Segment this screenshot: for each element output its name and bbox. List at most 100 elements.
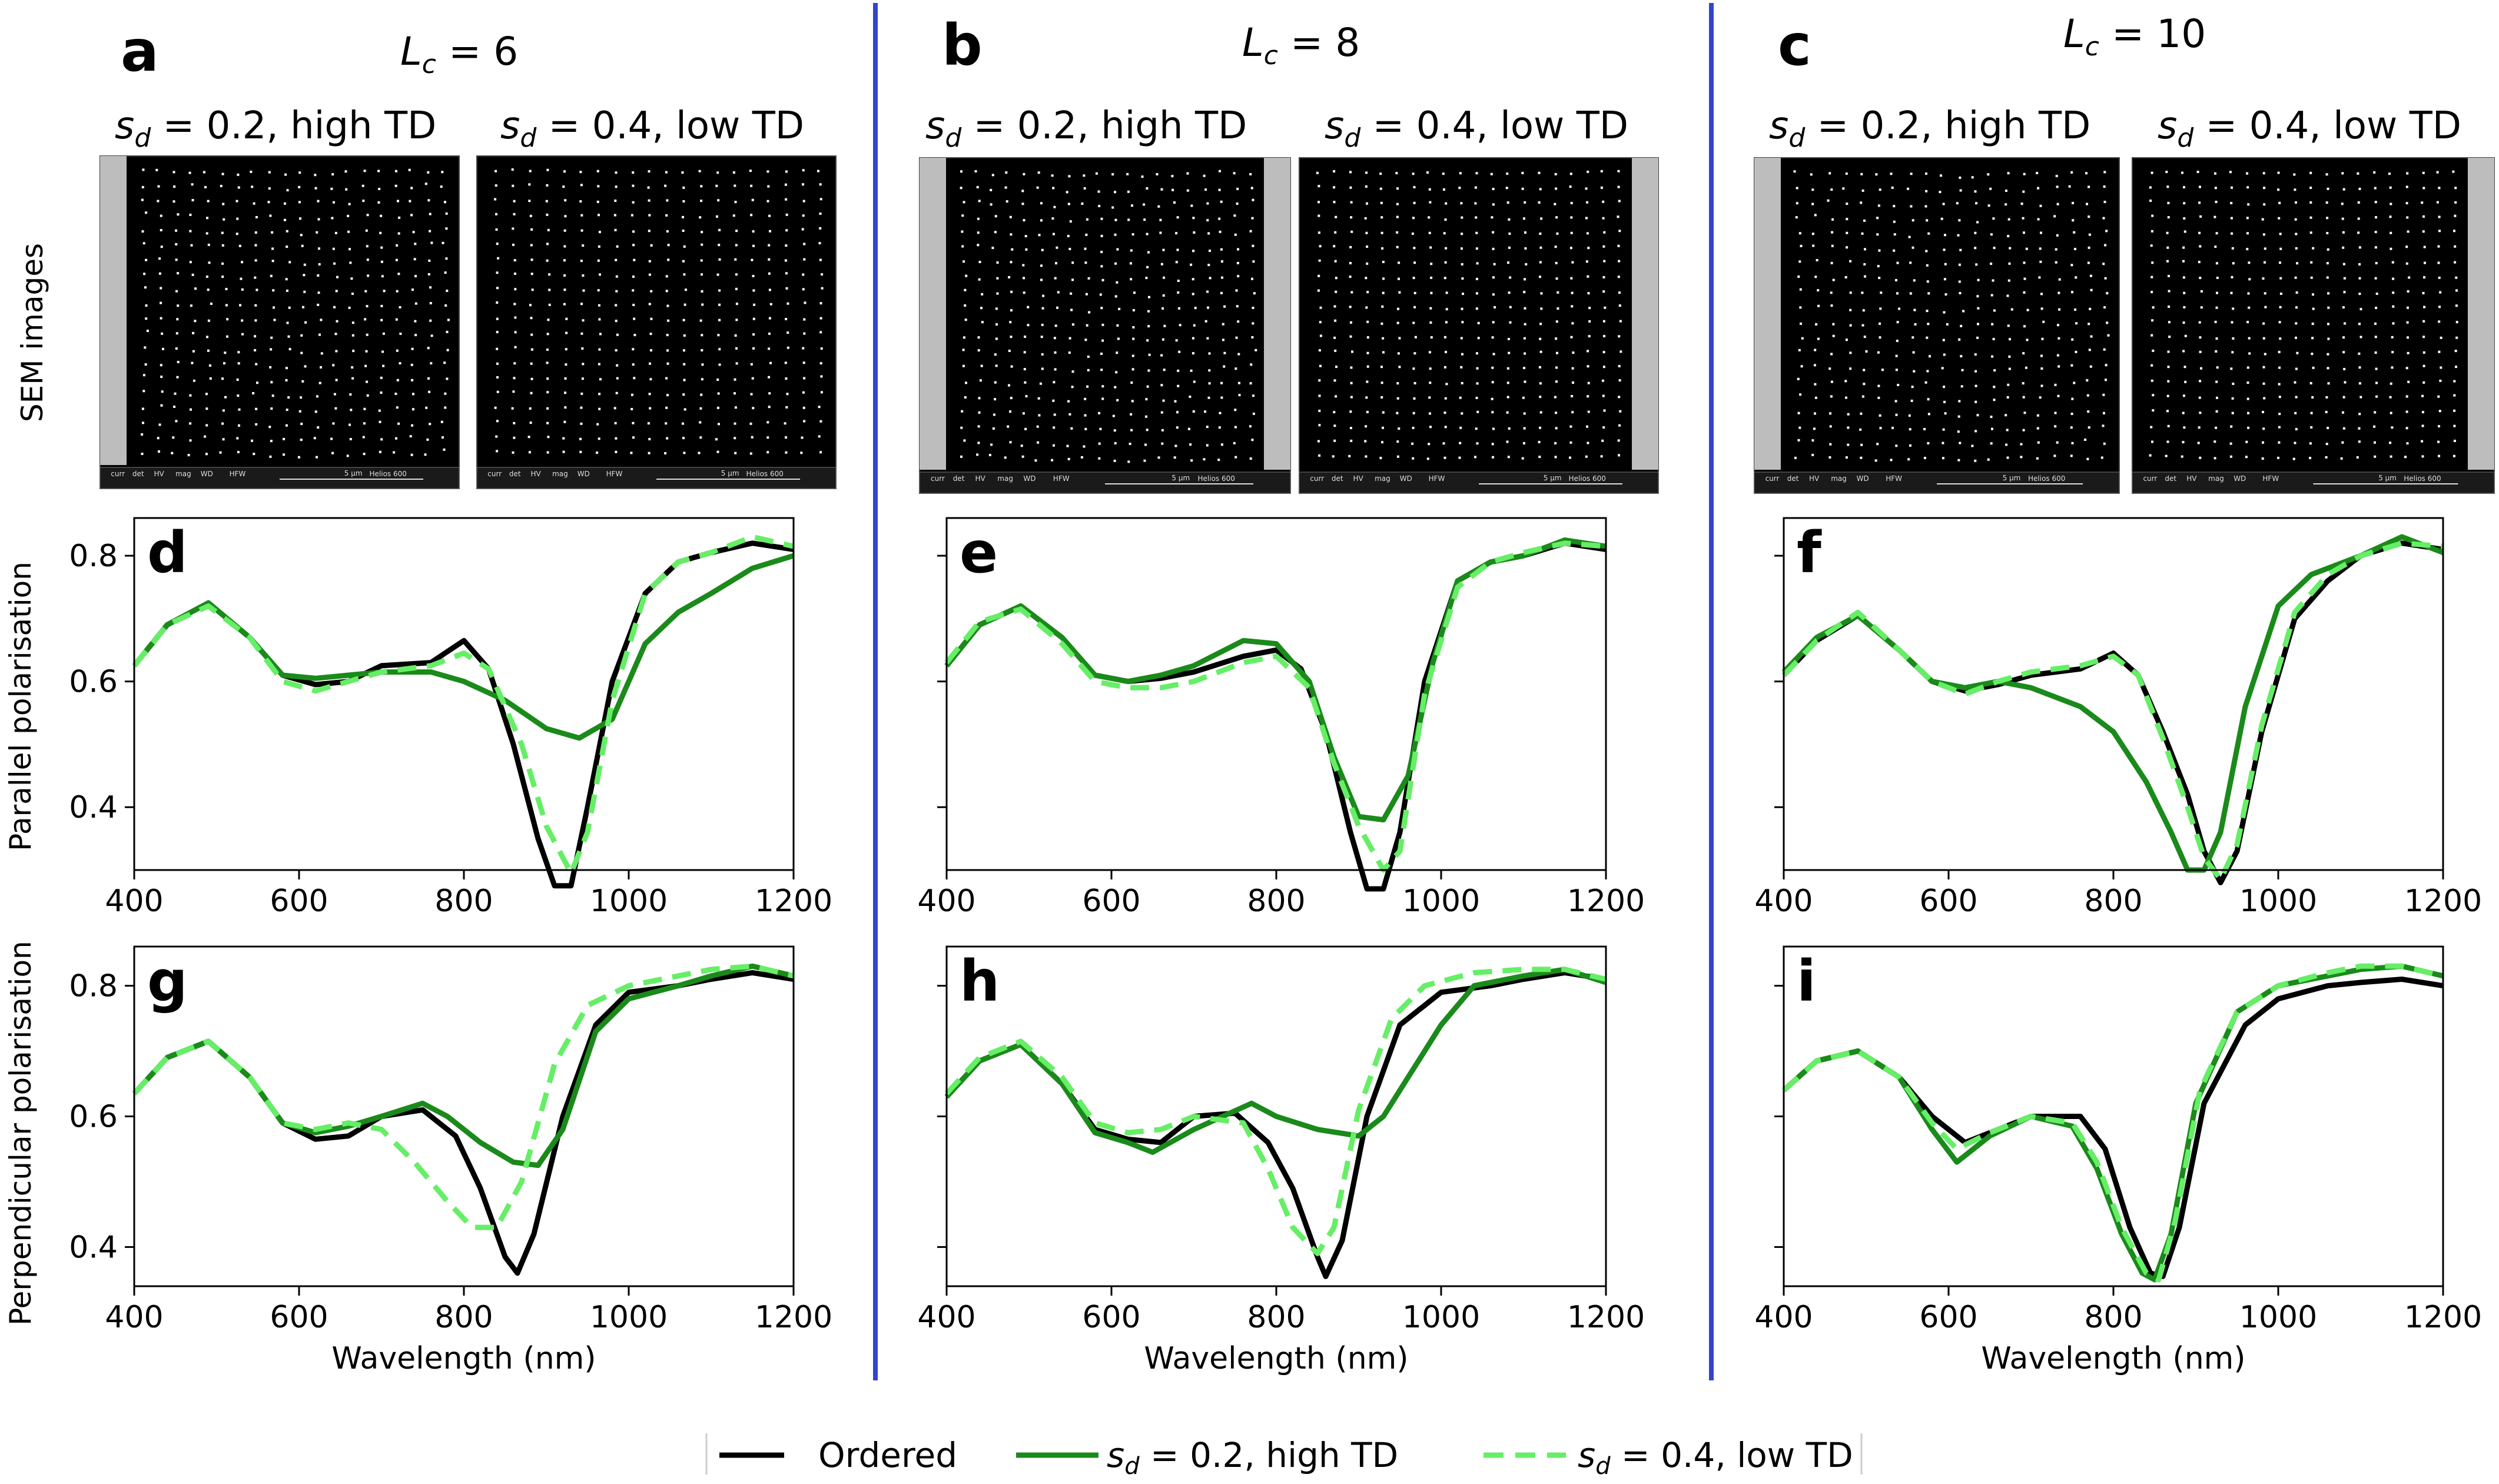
series-line-high-td	[944, 537, 1607, 823]
y-tick-label: 0.6	[69, 665, 118, 700]
sem-info-cell: HFW	[1053, 474, 1070, 483]
lc-label-b: Lc = 8	[1242, 20, 1360, 71]
sem-info-bar	[919, 472, 1291, 494]
sem-title-a-1: sd = 0.2, high TD	[115, 104, 436, 153]
sem-info-bar	[1299, 472, 1659, 494]
lc-value: = 8	[1278, 20, 1360, 65]
x-tick-label: 1000	[1402, 1300, 1480, 1335]
sem-info-cell: curr	[111, 470, 125, 478]
legend-low-td-sub: d	[1595, 1453, 1611, 1480]
sem-title-s: s	[500, 104, 520, 148]
x-tick-label: 1000	[2239, 1300, 2317, 1335]
sem-title-rest: = 0.4, low TD	[1360, 104, 1628, 148]
sem-image-1: curr det HV mag WD HFW Helios 600 5 μm	[99, 155, 460, 489]
sem-title-a-2: sd = 0.4, low TD	[500, 104, 804, 153]
sem-info-cell: HV	[2186, 474, 2197, 483]
plot-frame	[133, 517, 795, 871]
sem-scale-text: 5 μm	[2003, 474, 2021, 482]
sem-info-bar	[476, 467, 837, 489]
sem-title-c-1: sd = 0.2, high TD	[1769, 104, 2090, 153]
sem-title-sub: d	[134, 123, 151, 153]
x-tick-label: 1200	[1567, 884, 1645, 919]
legend-low-td-s: s	[1578, 1435, 1595, 1475]
lc-value: = 10	[2099, 11, 2206, 57]
x-tick-label: 600	[1082, 884, 1140, 919]
lc-symbol: L	[400, 29, 422, 74]
sem-titles: sd = 0.2, high TD sd = 0.4, low TD sd = 0.…	[115, 104, 2461, 153]
plot-frame	[133, 945, 795, 1287]
series-line-ordered	[944, 540, 1607, 892]
x-tick-label: 600	[1919, 884, 1977, 919]
x-tick-label: 1200	[755, 1300, 832, 1335]
sem-image-background	[1754, 157, 2120, 494]
x-tick-label: 800	[2084, 884, 2142, 919]
panel-letter-a: a	[121, 18, 159, 84]
y-tick-label: 0.4	[69, 790, 118, 825]
panel-letter-d: d	[147, 520, 188, 586]
sem-info-cell: HFW	[606, 470, 623, 478]
sem-info-cell: WD	[2233, 474, 2246, 483]
x-axis-label: Wavelength (nm)	[1144, 1341, 1408, 1376]
panel-letter-i: i	[1797, 948, 1816, 1014]
x-tick-label: 400	[1754, 884, 1813, 919]
sem-info-cell: mag	[997, 474, 1013, 483]
sem-edge-strip	[1632, 158, 1658, 470]
sem-title-c-2: sd = 0.4, low TD	[2158, 104, 2461, 153]
sem-image-background	[919, 157, 1291, 494]
sem-image-background	[2132, 157, 2495, 494]
sem-images-ylabel: SEM images	[15, 243, 49, 422]
sem-title-sub: d	[945, 123, 962, 153]
sem-edge-strip	[100, 156, 127, 465]
x-tick-label: 1200	[2404, 1300, 2482, 1335]
sem-edge-strip	[2468, 158, 2494, 470]
sem-title-b-1: sd = 0.2, high TD	[925, 104, 1247, 153]
sem-title-rest: = 0.4, low TD	[536, 104, 804, 148]
sem-title-sub: d	[1788, 123, 1806, 153]
plot-panel-f: 400 600 800 1000 1200 f	[1754, 517, 2482, 919]
sem-image-2: curr det HV mag WD HFW Helios 600 5 μm	[476, 155, 837, 489]
panel-letter-h: h	[960, 948, 1000, 1014]
series-line-low-td	[132, 534, 795, 876]
x-tick-label: 1000	[590, 884, 668, 919]
sem-info-cell: Helios 600	[2404, 474, 2441, 483]
sem-title-rest: = 0.2, high TD	[1805, 104, 2090, 148]
sem-image-background	[99, 155, 460, 489]
sem-edge-strip	[1754, 158, 1781, 470]
sem-title-s: s	[1325, 104, 1344, 148]
series-line-ordered	[1782, 977, 2444, 1279]
sem-info-cell: HV	[975, 474, 986, 483]
x-tick-label: 1000	[2239, 884, 2317, 919]
x-tick-label: 800	[1247, 1300, 1305, 1335]
sem-image-4: curr det HV mag WD HFW Helios 600 5 μm	[1299, 157, 1659, 494]
sem-info-cell: curr	[931, 474, 945, 483]
x-tick-label: 400	[105, 884, 163, 919]
sem-image-3: curr det HV mag WD HFW Helios 600 5 μm	[919, 157, 1291, 494]
legend-high-td-label: sd = 0.2, high TD	[1107, 1435, 1398, 1480]
sem-info-cell: Helios 600	[1569, 474, 1606, 483]
sem-info-bar	[99, 467, 460, 489]
plots: 400 600 800 1000 1200 0.4 0.6 0.8 d 400 600 800 1000…	[69, 517, 2482, 1376]
x-tick-label: 600	[1082, 1300, 1140, 1335]
x-tick-label: 600	[1919, 1300, 1977, 1335]
sem-info-cell: Helios 600	[1198, 474, 1235, 483]
sem-info-cell: HV	[1809, 474, 1820, 483]
sem-info-cell: curr	[1310, 474, 1324, 483]
lc-symbol: L	[1242, 20, 1264, 65]
x-tick-label: 400	[105, 1300, 163, 1335]
sem-title-rest: = 0.2, high TD	[151, 104, 436, 148]
x-tick-label: 1200	[1567, 1300, 1645, 1335]
x-tick-label: 600	[270, 884, 328, 919]
series-line-low-td	[1781, 540, 2444, 882]
plot-frame	[945, 517, 1607, 871]
x-tick-label: 400	[917, 884, 975, 919]
x-tick-label: 1000	[1402, 884, 1480, 919]
sem-info-cell: WD	[578, 470, 590, 478]
sem-title-rest: = 0.4, low TD	[2193, 104, 2461, 148]
series-line-ordered	[944, 970, 1607, 1279]
y-tick-label: 0.8	[69, 969, 118, 1004]
sem-info-cell: Helios 600	[746, 470, 784, 478]
x-tick-label: 800	[434, 884, 493, 919]
x-tick-label: 1000	[590, 1300, 668, 1335]
sem-info-cell: curr	[1765, 474, 1780, 483]
